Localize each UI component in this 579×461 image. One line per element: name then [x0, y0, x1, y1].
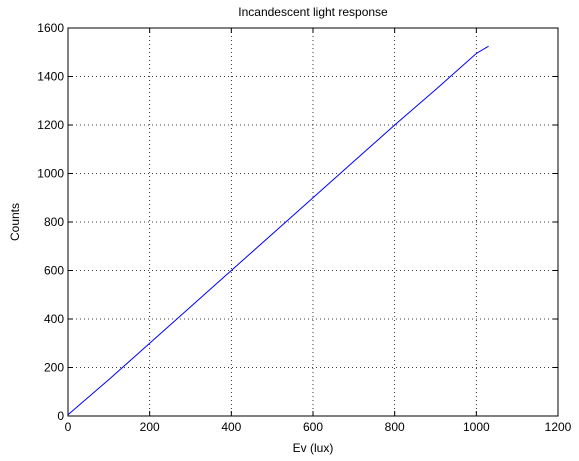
y-tick-label: 400 [44, 312, 64, 326]
x-tick-label: 1000 [463, 420, 490, 434]
x-axis-label: Ev (lux) [293, 441, 334, 455]
y-tick-label: 600 [44, 264, 64, 278]
y-tick-label: 800 [44, 215, 64, 229]
y-tick-label: 200 [44, 361, 64, 375]
grid [68, 28, 558, 416]
series-layer [67, 45, 489, 416]
y-tick-label: 1000 [37, 167, 64, 181]
x-tick-label: 600 [303, 420, 323, 434]
series-line [67, 45, 489, 416]
x-tick-label: 1200 [545, 420, 572, 434]
y-axis-label: Counts [8, 203, 22, 241]
y-tick-label: 1400 [37, 70, 64, 84]
x-tick-label: 400 [221, 420, 241, 434]
x-tick-label: 800 [385, 420, 405, 434]
x-tick-label: 200 [140, 420, 160, 434]
axis-ticks: 0 200 400 600 800 1000 1200 0 200 400 600 800 1000 12… [37, 21, 571, 434]
x-tick-label: 0 [65, 420, 72, 434]
chart-title: Incandescent light response [238, 5, 388, 19]
y-tick-label: 1200 [37, 118, 64, 132]
y-tick-label: 0 [57, 409, 64, 423]
y-tick-label: 1600 [37, 21, 64, 35]
